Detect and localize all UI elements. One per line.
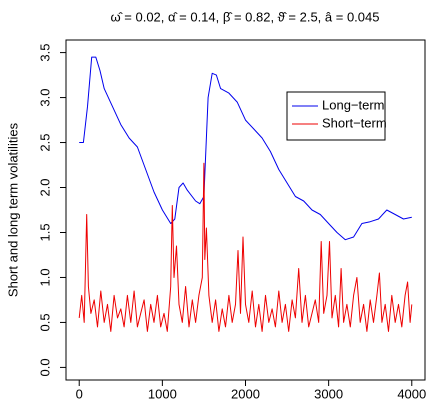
y-tick-label: 1.5 — [37, 223, 52, 241]
x-tick-label: 4000 — [397, 386, 426, 401]
chart-title: ω̂ = 0.02, α̂ = 0.14, β̂ = 0.82, ϑ̂ = 2.… — [111, 9, 380, 24]
y-tick-label: 0.0 — [37, 358, 52, 376]
x-tick-label: 1000 — [148, 386, 177, 401]
y-tick-label: 3.0 — [37, 89, 52, 107]
x-tick-label: 0 — [76, 386, 83, 401]
y-tick-label: 2.0 — [37, 178, 52, 196]
y-axis-label: Short and long term volatilities — [5, 122, 20, 297]
y-tick-label: 3.5 — [37, 44, 52, 62]
y-tick-label: 1.0 — [37, 268, 52, 286]
x-tick-label: 2000 — [231, 386, 260, 401]
y-tick-label: 0.5 — [37, 313, 52, 331]
legend-box — [286, 91, 386, 141]
legend-label: Short−term — [322, 115, 387, 130]
legend-label: Long−term — [322, 97, 385, 112]
series-line — [78, 162, 413, 332]
y-tick-label: 2.5 — [37, 134, 52, 152]
x-tick-label: 3000 — [314, 386, 343, 401]
series-line — [79, 56, 412, 241]
